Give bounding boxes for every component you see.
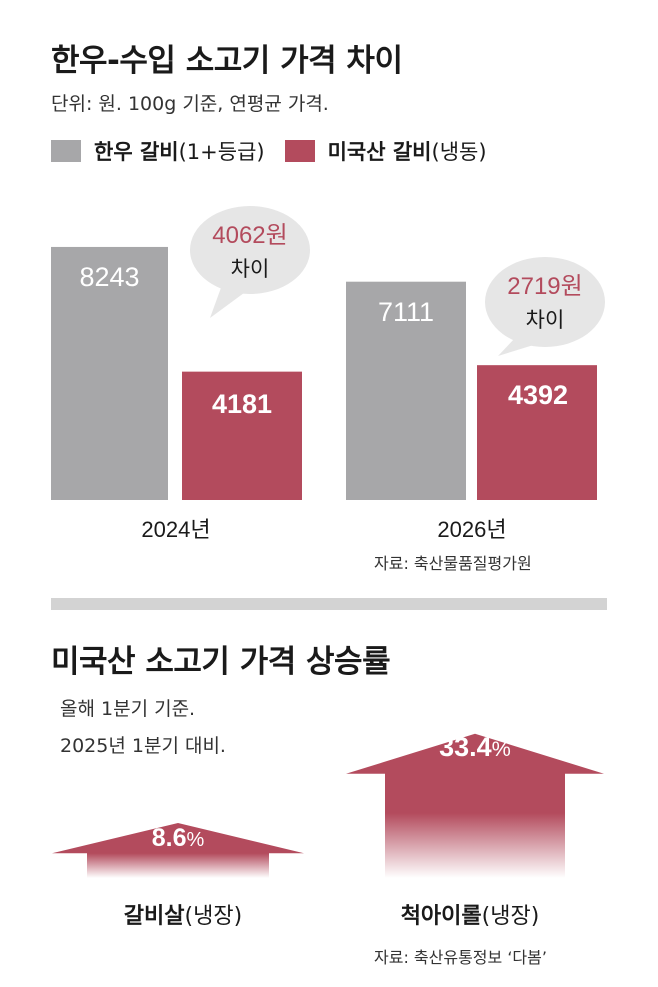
- bubble-amount-2024: 4062원: [212, 222, 288, 249]
- chart2-title: 미국산 소고기 가격 상승률: [51, 644, 391, 680]
- chart1-title: 한우-수입 소고기 가격 차이: [51, 43, 403, 79]
- bar-hanwoo-2024: [51, 246, 168, 500]
- bar-label-us-2026: 4392: [507, 380, 569, 410]
- bubble-label-2024: 차이: [230, 257, 270, 281]
- chart2-subtitle-line2: 2025년 1분기 대비.: [60, 735, 226, 757]
- bar-hanwoo-2026: [346, 281, 466, 500]
- bar-label-hanwoo-2026: 7111: [377, 297, 435, 327]
- arrow-label-galbisal: 8.6%: [151, 824, 205, 852]
- bar-us-2026: [477, 365, 597, 500]
- arrow-galbisal: [52, 823, 304, 878]
- legend-item-hanwoo: 한우 갈비(1+등급): [94, 136, 265, 166]
- category-label-chuck: 척아이롤(냉장): [400, 904, 540, 929]
- category-label-galbisal: 갈비살(냉장): [123, 904, 243, 929]
- section-divider: [51, 598, 607, 610]
- legend-item-us: 미국산 갈비(냉동): [328, 136, 487, 166]
- x-tick-2026: 2026년: [437, 517, 507, 542]
- chart1-subtitle: 단위: 원. 100g 기준, 연평균 가격.: [51, 93, 329, 115]
- bubble-2024: [190, 206, 310, 318]
- bubble-2026: [485, 257, 605, 356]
- x-tick-2024: 2024년: [141, 517, 211, 542]
- bar-us-2024: [182, 371, 302, 500]
- legend-label-rest: (냉동): [431, 140, 487, 164]
- chart2-source: 자료: 축산유통정보 ‘다봄’: [374, 948, 547, 967]
- legend-swatch-red: [284, 140, 315, 162]
- legend-label-main: 한우 갈비: [94, 140, 179, 164]
- legend-label-main: 미국산 갈비: [327, 140, 432, 164]
- bar-label-hanwoo-2024: 8243: [79, 262, 140, 292]
- bubble-label-2026: 차이: [525, 308, 565, 332]
- arrow-chuck-eye-roll: [346, 733, 604, 878]
- arrow-label-chuck: 33.4%: [439, 732, 511, 762]
- chart2-subtitle-line1: 올해 1분기 기준.: [60, 698, 196, 720]
- bar-label-us-2024: 4181: [211, 389, 273, 419]
- legend: 한우 갈비(1+등급) 미국산 갈비(냉동): [51, 136, 487, 166]
- bubble-amount-2026: 2719원: [507, 273, 583, 300]
- legend-swatch-gray: [51, 140, 81, 162]
- chart1-source: 자료: 축산물품질평가원: [374, 554, 532, 573]
- legend-label-rest: (1+등급): [178, 140, 265, 164]
